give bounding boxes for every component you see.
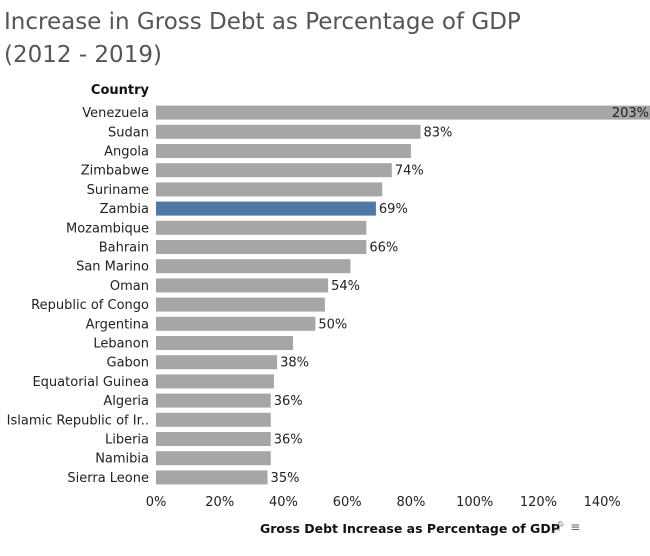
bar[interactable] bbox=[156, 220, 367, 235]
category-label: Mozambique bbox=[66, 221, 149, 236]
category-label: Liberia bbox=[105, 433, 149, 448]
bar[interactable] bbox=[156, 336, 294, 350]
category-label: San Marino bbox=[76, 260, 149, 275]
bar[interactable] bbox=[156, 451, 271, 466]
data-label: 54% bbox=[331, 279, 360, 294]
data-label: 69% bbox=[379, 202, 408, 217]
bar[interactable] bbox=[156, 163, 392, 178]
category-label: Lebanon bbox=[93, 337, 149, 352]
bar[interactable] bbox=[156, 240, 367, 254]
bar[interactable] bbox=[156, 432, 271, 446]
category-label: Islamic Republic of Ir.. bbox=[7, 413, 149, 428]
x-tick-label: 100% bbox=[456, 495, 493, 510]
data-label: 38% bbox=[280, 356, 309, 371]
x-tick-label: 0% bbox=[146, 495, 167, 510]
category-label: Suriname bbox=[87, 183, 149, 198]
data-label: 83% bbox=[424, 125, 453, 140]
category-label: Bahrain bbox=[99, 241, 149, 256]
data-label: 50% bbox=[318, 317, 347, 332]
category-label: Angola bbox=[104, 145, 149, 160]
category-label: Namibia bbox=[95, 452, 149, 467]
title-line-1: Increase in Gross Debt as Percentage of … bbox=[4, 9, 521, 35]
data-label: 74% bbox=[395, 164, 424, 179]
x-axis-label: Gross Debt Increase as Percentage of GDP bbox=[260, 521, 560, 536]
bar[interactable] bbox=[156, 316, 316, 331]
category-label: Algeria bbox=[103, 394, 149, 409]
bar[interactable] bbox=[156, 144, 411, 158]
category-label: Oman bbox=[110, 279, 149, 294]
x-tick-label: 20% bbox=[205, 495, 234, 510]
bar[interactable] bbox=[156, 393, 271, 408]
data-label: 36% bbox=[274, 433, 303, 448]
bar[interactable] bbox=[156, 182, 383, 197]
chart-title: Increase in Gross Debt as Percentage of … bbox=[4, 6, 644, 72]
bar[interactable] bbox=[156, 278, 329, 293]
bar[interactable] bbox=[156, 297, 325, 312]
data-label: 203% bbox=[612, 106, 649, 121]
bar[interactable] bbox=[156, 259, 351, 274]
x-tick-label: 60% bbox=[333, 495, 362, 510]
bar[interactable] bbox=[156, 105, 650, 120]
category-label: Equatorial Guinea bbox=[32, 375, 149, 390]
bar[interactable] bbox=[156, 355, 278, 370]
bar[interactable] bbox=[156, 412, 271, 427]
x-tick-label: 80% bbox=[397, 495, 426, 510]
data-label: 66% bbox=[369, 241, 398, 256]
category-label: Sierra Leone bbox=[67, 471, 149, 486]
category-label: Zimbabwe bbox=[81, 164, 149, 179]
x-tick-label: 40% bbox=[269, 495, 298, 510]
pin-icon[interactable]: 📌︎ bbox=[550, 520, 566, 534]
category-label: Republic of Congo bbox=[31, 298, 149, 313]
bar[interactable] bbox=[156, 470, 268, 485]
sort-icon[interactable]: ≡ bbox=[570, 520, 581, 534]
axis-icons: 📌︎ ≡ bbox=[550, 520, 585, 534]
x-tick-label: 120% bbox=[520, 495, 557, 510]
column-header: Country bbox=[90, 83, 149, 98]
bar[interactable] bbox=[156, 374, 274, 389]
bar[interactable] bbox=[156, 124, 421, 139]
category-label: Argentina bbox=[86, 317, 149, 332]
category-label: Sudan bbox=[108, 125, 149, 140]
category-label: Zambia bbox=[100, 202, 149, 217]
data-label: 36% bbox=[274, 394, 303, 409]
title-line-2: (2012 - 2019) bbox=[4, 42, 162, 68]
bar[interactable] bbox=[156, 201, 376, 216]
category-label: Gabon bbox=[107, 356, 150, 371]
x-tick-label: 140% bbox=[584, 495, 621, 510]
data-label: 35% bbox=[271, 471, 300, 486]
category-label: Venezuela bbox=[82, 106, 149, 121]
